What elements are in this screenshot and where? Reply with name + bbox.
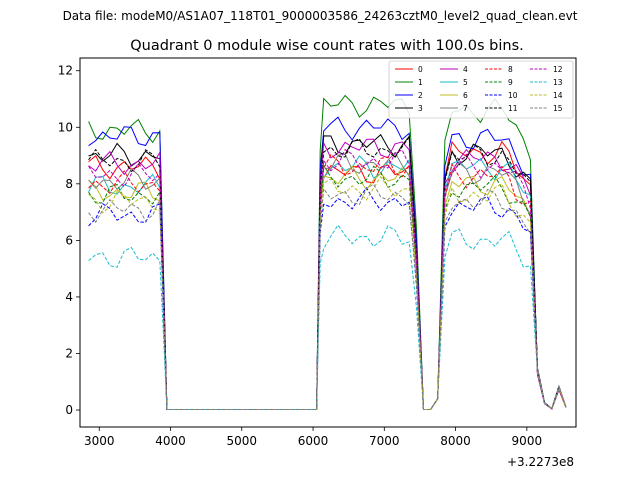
y-tick-label: 8 [65, 177, 73, 191]
legend-label: 9 [508, 78, 513, 87]
legend-label: 4 [463, 65, 468, 74]
y-axis: 0 2 4 6 8 10 12 [58, 64, 80, 417]
series-line-12 [88, 148, 567, 410]
plot-frame [79, 57, 577, 428]
y-tick-label: 4 [65, 290, 73, 304]
legend-label: 2 [418, 91, 423, 100]
legend-label: 11 [508, 104, 518, 113]
x-offset-text: +3.2273e8 [507, 455, 574, 469]
series-line-8 [88, 153, 567, 410]
legend-label: 6 [463, 91, 468, 100]
x-tick-label: 8000 [440, 434, 471, 448]
x-axis: 3000 4000 5000 6000 7000 8000 9000 [84, 427, 542, 448]
legend-label: 5 [463, 78, 468, 87]
x-tick-label: 7000 [369, 434, 400, 448]
x-tick-label: 9000 [512, 434, 543, 448]
series-line-13 [88, 224, 567, 410]
x-tick-label: 6000 [298, 434, 329, 448]
legend-label: 15 [553, 104, 563, 113]
legend-label: 7 [463, 104, 468, 113]
series-line-2 [88, 116, 567, 410]
legend-label: 10 [508, 91, 518, 100]
y-tick-label: 0 [65, 403, 73, 417]
series-line-6 [88, 165, 567, 410]
series-line-4 [88, 138, 567, 410]
legend-label: 14 [553, 91, 563, 100]
chart-title: Quadrant 0 module wise count rates with … [130, 38, 524, 54]
series-line-14 [88, 175, 567, 410]
series-line-5 [88, 155, 567, 410]
y-tick-label: 2 [65, 346, 73, 360]
x-tick-label: 5000 [226, 434, 257, 448]
series-line-11 [88, 135, 567, 410]
y-tick-label: 10 [58, 120, 73, 134]
legend-label: 3 [418, 104, 423, 113]
legend-label: 1 [418, 78, 423, 87]
x-tick-label: 4000 [155, 434, 186, 448]
y-tick-label: 12 [58, 64, 73, 78]
legend-label: 8 [508, 65, 513, 74]
legend-label: 0 [418, 65, 423, 74]
legend-frame [388, 60, 574, 119]
x-tick-label: 3000 [84, 434, 115, 448]
legend-label: 12 [553, 65, 563, 74]
series-line-0 [88, 140, 567, 410]
legend-label: 13 [553, 78, 563, 87]
series-line-15 [88, 183, 567, 410]
chart-suptitle: Data file: modeM0/AS1A07_118T01_90000035… [63, 9, 578, 23]
plot-series [88, 94, 567, 410]
y-tick-label: 6 [65, 233, 73, 247]
